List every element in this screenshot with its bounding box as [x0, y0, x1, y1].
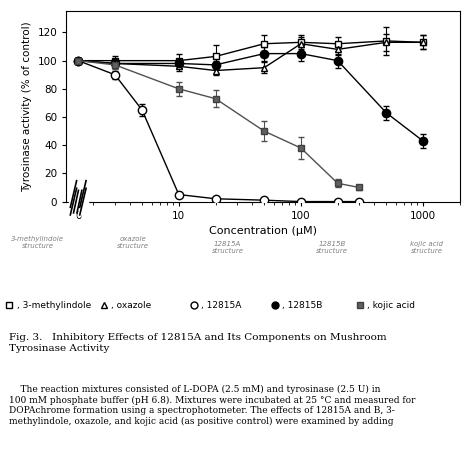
Text: The reaction mixtures consisted of L-DOPA (2.5 mM) and tyrosinase (2.5 U) in
100: The reaction mixtures consisted of L-DOP… — [9, 385, 416, 426]
Text: Fig. 3.   Inhibitory Effects of 12815A and Its Components on Mushroom
Tyrosinase: Fig. 3. Inhibitory Effects of 12815A and… — [9, 333, 387, 353]
Text: oxazole
structure: oxazole structure — [117, 236, 149, 249]
Text: kojic acid
structure: kojic acid structure — [410, 241, 443, 254]
Text: , 12815A: , 12815A — [201, 301, 242, 310]
Text: 12815B
structure: 12815B structure — [316, 241, 348, 254]
Y-axis label: Tyrosinase activity (% of control): Tyrosinase activity (% of control) — [22, 21, 32, 192]
Text: , kojic acid: , kojic acid — [367, 301, 415, 310]
Text: , 12815B: , 12815B — [282, 301, 322, 310]
Text: 3-methylindole
structure: 3-methylindole structure — [11, 236, 64, 249]
Text: 12815A
structure: 12815A structure — [211, 241, 244, 254]
Text: , oxazole: , oxazole — [111, 301, 152, 310]
Bar — [69, 188, 88, 209]
Text: , 3-methylindole: , 3-methylindole — [17, 301, 91, 310]
X-axis label: Concentration (μM): Concentration (μM) — [209, 226, 317, 236]
